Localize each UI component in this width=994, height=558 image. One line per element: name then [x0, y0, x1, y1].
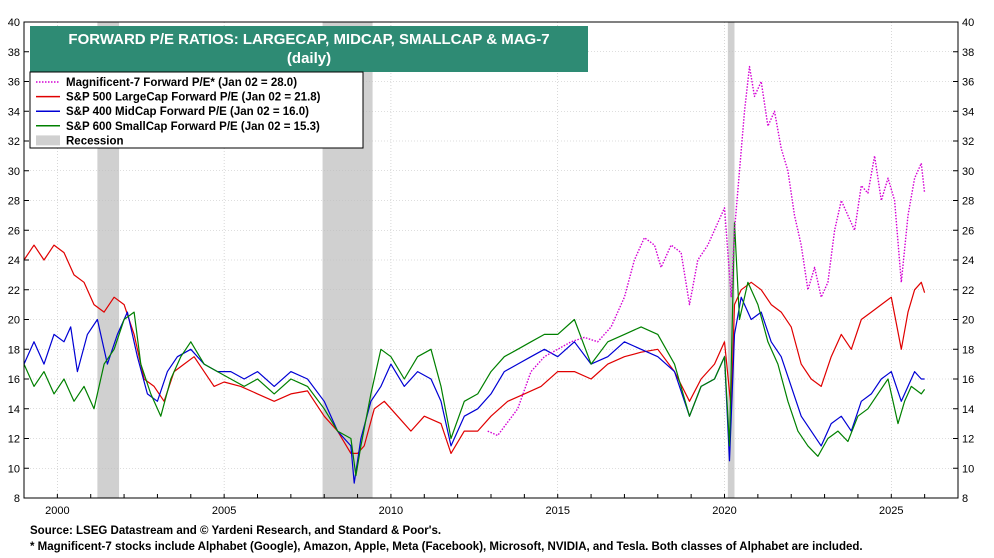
title-background [30, 26, 588, 72]
legend-label: Magnificent-7 Forward P/E* (Jan 02 = 28.… [66, 77, 297, 89]
y-tick-label-right: 28 [962, 196, 974, 208]
x-tick-label: 2020 [712, 505, 736, 517]
x-tick-label: 2000 [45, 505, 69, 517]
legend-box [29, 71, 364, 149]
y-tick-label-right: 20 [962, 315, 974, 327]
y-axis-left: 8 10 12 14 16 18 20 22 24 26 28 30 32 34 36 38 40 [8, 17, 29, 505]
legend-label: S&P 400 MidCap Forward P/E (Jan 02 = 16.… [66, 106, 309, 118]
y-tick-label-right: 16 [962, 374, 974, 386]
y-tick-label-right: 26 [962, 225, 974, 237]
x-tick-label: 2025 [879, 505, 903, 517]
chart-title: FORWARD P/E RATIOS: LARGECAP, MIDCAP, SM… [68, 31, 549, 48]
series-line-2 [23, 244, 926, 454]
x-tick-label: 2010 [379, 505, 403, 517]
y-tick-label-right: 8 [962, 493, 968, 505]
x-axis: 2000 2005 2010 2015 2020 2025 [23, 494, 959, 517]
y-tick-label-left: 36 [8, 77, 20, 89]
y-tick-label-left: 16 [8, 374, 20, 386]
y-tick-label-right: 24 [962, 255, 974, 267]
y-tick-label-right: 36 [962, 77, 974, 89]
y-tick-label-left: 8 [14, 493, 20, 505]
y-tick-label-right: 38 [962, 47, 974, 59]
y-tick-label-right: 14 [962, 404, 974, 416]
y-tick-label-left: 38 [8, 47, 20, 59]
series-line-1 [487, 65, 926, 437]
y-tick-label-left: 10 [8, 463, 20, 475]
y-tick-label-right: 12 [962, 434, 974, 446]
y-tick-label-right: 40 [962, 17, 974, 29]
y-tick-label-right: 22 [962, 285, 974, 297]
footnote: * Magnificent-7 stocks include Alphabet … [30, 541, 863, 553]
y-tick-label-right: 34 [962, 106, 974, 118]
y-tick-label-right: 18 [962, 344, 974, 356]
series-line-3 [23, 296, 925, 484]
legend-swatch-recession [36, 135, 60, 146]
legend-label: S&P 600 SmallCap Forward P/E (Jan 02 = 1… [66, 121, 320, 133]
y-tick-label-left: 34 [8, 106, 20, 118]
series-line-4 [23, 222, 926, 477]
y-tick-label-left: 12 [8, 434, 20, 446]
y-tick-label-left: 22 [8, 285, 20, 297]
y-tick-label-left: 28 [8, 196, 20, 208]
y-tick-label-left: 18 [8, 344, 20, 356]
grid-lines [24, 21, 958, 499]
x-tick-label: 2015 [545, 505, 569, 517]
y-tick-label-right: 10 [962, 463, 974, 475]
y-tick-label-left: 40 [8, 17, 20, 29]
y-tick-label-left: 14 [8, 404, 20, 416]
y-tick-label-left: 24 [8, 255, 20, 267]
y-tick-label-left: 30 [8, 166, 20, 178]
y-tick-label-right: 32 [962, 136, 974, 148]
legend-label: Recession [66, 135, 124, 147]
source-note: Source: LSEG Datastream and © Yardeni Re… [30, 525, 442, 537]
y-tick-label-left: 32 [8, 136, 20, 148]
legend-label: S&P 500 LargeCap Forward P/E (Jan 02 = 2… [66, 92, 321, 104]
y-tick-label-left: 26 [8, 225, 20, 237]
y-tick-label-right: 30 [962, 166, 974, 178]
x-tick-label: 2005 [212, 505, 236, 517]
y-tick-label-left: 20 [8, 315, 20, 327]
y-axis-right: 8 10 12 14 16 18 20 22 24 26 28 30 32 34 36 38 40 [953, 17, 974, 505]
recession-band [727, 22, 735, 498]
title-box: FORWARD P/E RATIOS: LARGECAP, MIDCAP, SM… [30, 26, 588, 72]
chart-subtitle: (daily) [287, 50, 331, 67]
chart: 8 10 12 14 16 18 20 22 24 26 28 30 32 34 36 38 40 8 10 12 1… [8, 17, 975, 517]
legend: Magnificent-7 Forward P/E* (Jan 02 = 28.… [29, 71, 364, 149]
series-lines [23, 65, 926, 484]
